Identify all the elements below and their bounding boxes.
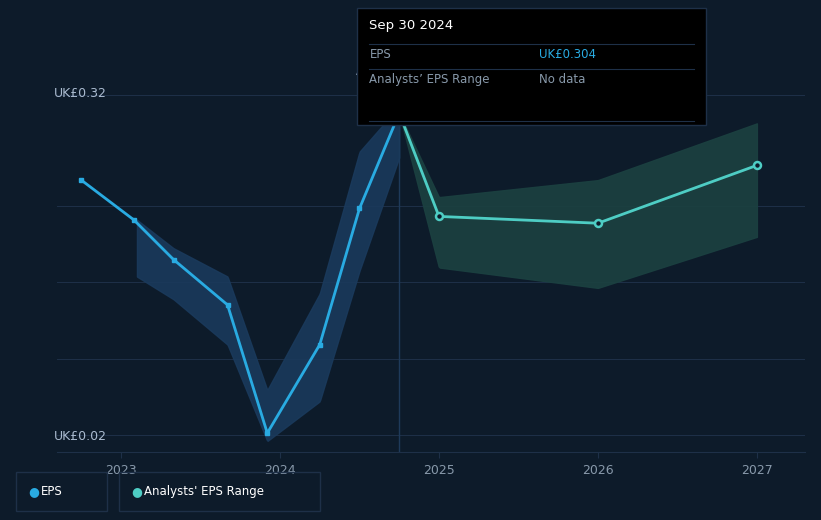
Text: UK£0.32: UK£0.32 <box>53 87 107 100</box>
Text: UK£0.02: UK£0.02 <box>53 430 107 443</box>
Text: EPS: EPS <box>369 48 391 61</box>
Text: EPS: EPS <box>41 485 62 498</box>
Text: Sep 30 2024: Sep 30 2024 <box>369 19 454 32</box>
Text: No data: No data <box>539 73 585 86</box>
Text: Analysts Forecasts: Analysts Forecasts <box>406 65 515 78</box>
Text: UK£0.304: UK£0.304 <box>539 48 595 61</box>
Text: Analysts’ EPS Range: Analysts’ EPS Range <box>369 73 490 86</box>
Text: ●: ● <box>131 485 142 498</box>
Text: Analysts' EPS Range: Analysts' EPS Range <box>144 485 264 498</box>
Text: Actual: Actual <box>356 65 393 78</box>
Text: ●: ● <box>29 485 39 498</box>
